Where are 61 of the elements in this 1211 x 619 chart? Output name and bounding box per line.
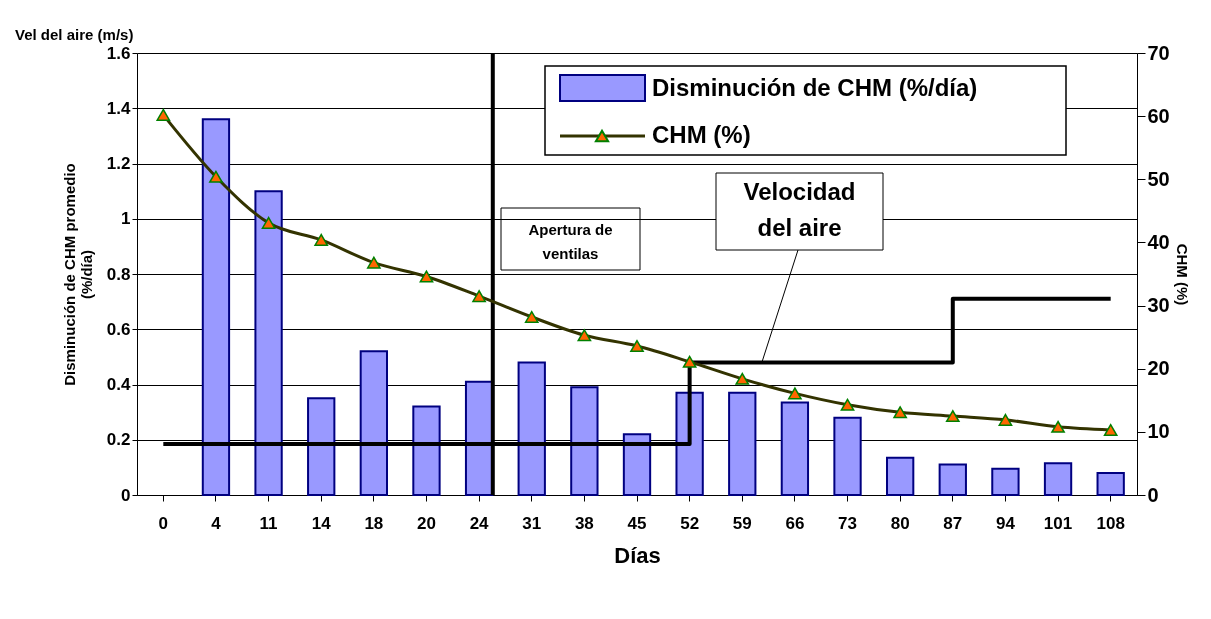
x-tick-label: 20: [417, 513, 436, 533]
x-tick-label: 108: [1096, 513, 1125, 533]
bar: [570, 386, 599, 496]
y2-tick-label: 30: [1147, 294, 1170, 317]
y-tick-label: 1.2: [106, 154, 131, 173]
x-tick-label: 66: [785, 513, 805, 533]
bar: [201, 118, 231, 496]
bar: [359, 350, 388, 496]
bar: [1096, 471, 1125, 496]
x-axis-title: Días: [614, 542, 661, 568]
y-tick-label: 0.2: [106, 430, 131, 450]
y-axis-title: Disminución de CHM promedio (%/día): [60, 163, 95, 386]
x-tick-label: 18: [364, 513, 384, 533]
y-tick-label: 0.8: [106, 264, 131, 284]
bar: [938, 463, 967, 496]
x-tick-label: 24: [469, 513, 490, 533]
y-tick-label: 1.6: [106, 43, 131, 63]
bar: [991, 467, 1020, 496]
y2-tick-label: 40: [1147, 230, 1170, 253]
bar: [307, 397, 336, 496]
y2-tick-label: 50: [1147, 167, 1170, 190]
y-tick-label: 0.6: [106, 319, 131, 339]
y2-axis-title: CHM (%): [1173, 243, 1191, 306]
x-tick-label: 14: [311, 513, 332, 533]
x-tick-label: 101: [1043, 513, 1073, 533]
bar: [412, 405, 441, 496]
legend-label: CHM (%): [652, 121, 751, 148]
bar: [675, 391, 704, 496]
legend-label: Disminución de CHM (%/día): [652, 74, 978, 101]
x-tick-label: 31: [522, 513, 542, 533]
x-tick-label: 11: [259, 513, 278, 533]
x-tick-label: 0: [158, 513, 169, 533]
y2-tick-label: 20: [1147, 357, 1170, 380]
bar: [254, 190, 283, 496]
bar: [517, 361, 546, 496]
bar: [886, 456, 915, 496]
y-tick-label: 1: [121, 209, 131, 229]
bar: [1043, 462, 1073, 496]
y-tick-label: 0.4: [106, 375, 132, 394]
x-tick-label: 4: [211, 513, 222, 533]
x-tick-label: 94: [995, 513, 1016, 533]
y2-tick-label: 60: [1147, 104, 1170, 127]
y2-tick-label: 70: [1147, 41, 1170, 64]
y2-tick-label: 10: [1147, 420, 1170, 443]
x-tick-label: 38: [574, 513, 594, 533]
y2-tick-label: 0: [1147, 483, 1159, 506]
y-tick-label: 1.4: [106, 98, 132, 118]
bar: [622, 433, 652, 496]
text: Vel del aire (m/s): [15, 26, 134, 43]
x-tick-label: 52: [680, 513, 700, 533]
x-tick-label: 80: [890, 513, 910, 533]
ref-line-label: Apertura de ventilas: [528, 221, 613, 262]
bar: [833, 416, 862, 496]
x-tick-label: 87: [943, 513, 963, 533]
x-tick-label: 45: [627, 513, 647, 533]
y-tick-label: 0: [121, 485, 131, 505]
x-tick-label: 59: [732, 513, 752, 533]
bar: [728, 391, 757, 496]
text: Velocidad del aire: [743, 178, 856, 241]
bar: [780, 401, 810, 496]
x-tick-label: 73: [838, 513, 857, 533]
